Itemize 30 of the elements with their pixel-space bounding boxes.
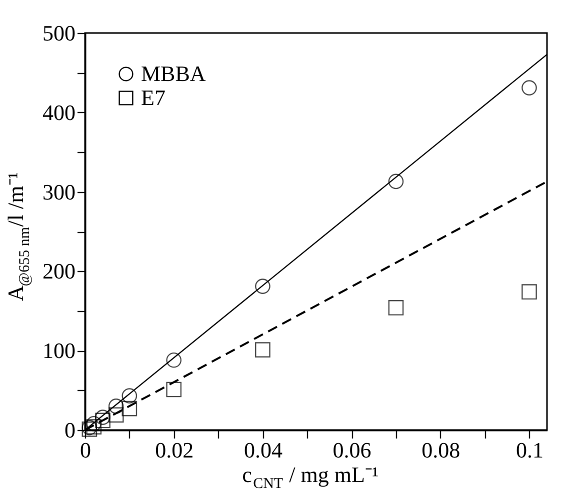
point — [166, 352, 182, 368]
y-tick-label: 0 — [64, 418, 76, 442]
point — [108, 407, 124, 423]
point — [95, 410, 110, 425]
legend-label: MBBA — [141, 61, 206, 86]
point — [388, 174, 404, 190]
y-tick-label: 100 — [42, 338, 76, 364]
x-tick-label: 0.08 — [422, 438, 460, 462]
x-tick-label: 0 — [80, 438, 91, 462]
point — [522, 80, 537, 96]
y-tick-label: 200 — [42, 258, 76, 284]
x-tick-label: 0.1 — [516, 438, 544, 462]
x-tick-label: 0.06 — [332, 438, 372, 462]
point — [255, 342, 270, 358]
y-tick-label: 400 — [42, 100, 76, 125]
x-tick-label: 0.04 — [244, 438, 282, 462]
point — [255, 278, 270, 294]
point — [86, 419, 102, 434]
point — [122, 388, 138, 404]
point — [108, 398, 124, 414]
point — [388, 300, 404, 316]
point — [122, 400, 138, 416]
y-tick-label: 500 — [42, 20, 76, 46]
legend-label: E7 — [141, 85, 166, 110]
point — [166, 382, 182, 398]
y-tick-label: 300 — [42, 179, 76, 204]
point — [95, 412, 110, 428]
point — [522, 284, 537, 300]
x-tick-label: 0.02 — [155, 438, 194, 462]
y-axis-title: A@655 nm/l /m⁻¹ — [3, 172, 33, 302]
